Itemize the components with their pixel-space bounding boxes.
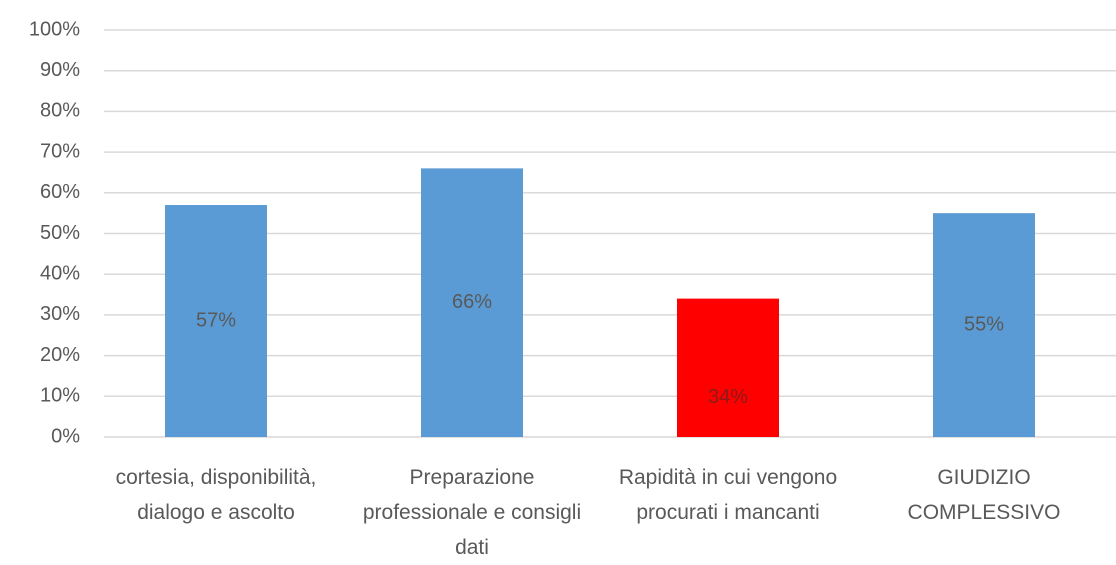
y-tick-label: 100% [29,18,80,40]
bar [165,205,267,437]
y-tick-label: 30% [40,303,80,325]
y-tick-label: 60% [40,181,80,203]
y-tick-label: 50% [40,222,80,244]
y-tick-label: 20% [40,344,80,366]
y-tick-label: 10% [40,385,80,407]
x-tick-label: Preparazione professionale e consigli dati [363,466,581,559]
y-tick-label: 40% [40,262,80,284]
x-tick-label: Rapidità in cui vengono procurati i manca… [619,466,837,524]
x-tick-label: cortesia, disponibilità, dialogo e ascolt… [116,466,317,524]
data-label: 57% [196,309,236,331]
bar [421,168,523,437]
data-label: 34% [708,386,748,408]
data-label: 55% [964,313,1004,335]
y-tick-label: 0% [51,425,80,447]
y-tick-label: 70% [40,140,80,162]
y-tick-label: 90% [40,59,80,81]
data-label: 66% [452,291,492,313]
bar [933,213,1035,437]
bar [677,298,779,437]
x-tick-label: GIUDIZIO COMPLESSIVO [908,466,1061,524]
y-tick-label: 80% [40,100,80,122]
